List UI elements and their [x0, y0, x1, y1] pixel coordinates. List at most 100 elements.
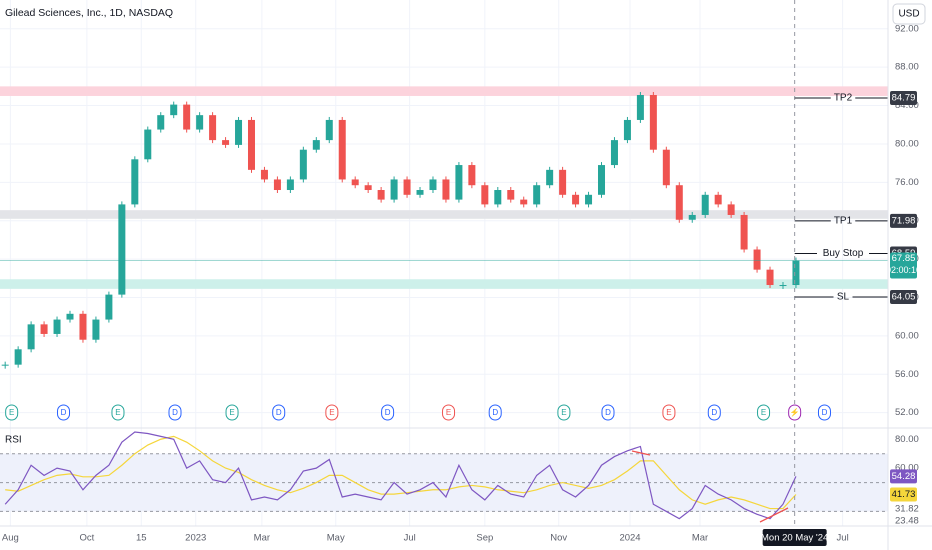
event-label: E [229, 408, 234, 417]
rsi-last: 41.73 [892, 489, 916, 500]
event-marker[interactable] [662, 404, 676, 421]
candle [403, 179, 411, 195]
candle [701, 194, 709, 215]
x-tick-label: 2024 [619, 533, 640, 544]
candle [572, 194, 580, 205]
countdown: 02:00:10 [886, 265, 921, 275]
event-label: D [605, 408, 611, 417]
rsi-badge [890, 469, 917, 484]
candle [585, 194, 593, 205]
candle [675, 185, 683, 220]
event-marker[interactable] [557, 404, 571, 421]
rsi-ma-line [5, 435, 797, 510]
candle [727, 204, 735, 215]
event-marker[interactable] [168, 404, 182, 421]
zone [0, 210, 888, 219]
y-tick-label: 80.00 [895, 138, 919, 149]
x-tick-label: May [327, 533, 345, 544]
level-badge [890, 90, 917, 105]
y-tick-label: 76.00 [895, 177, 919, 188]
event-marker[interactable] [225, 404, 239, 421]
rsi-tick-label: 80.00 [895, 434, 919, 445]
candle [299, 149, 307, 180]
rsi-last: 54.28 [892, 471, 916, 482]
candle [338, 119, 346, 180]
x-tick-label: 15 [136, 533, 147, 544]
level-name: TP2 [834, 93, 853, 104]
event-marker[interactable] [442, 404, 456, 421]
candle [610, 140, 618, 166]
y-tick-label: 56.00 [895, 369, 919, 380]
candle [247, 119, 255, 170]
candle [40, 324, 48, 334]
event-marker[interactable] [788, 404, 802, 421]
event-label: D [385, 408, 391, 417]
candle [520, 199, 528, 205]
event-label: D [492, 408, 498, 417]
rsi-title: RSI [5, 435, 22, 446]
x-tick-label: Mar [254, 533, 270, 544]
candle [53, 319, 61, 334]
x-tick-label: Jul [837, 533, 849, 544]
event-marker[interactable] [817, 404, 831, 421]
candle [662, 149, 670, 186]
candle [429, 179, 437, 191]
y-tick-label: 92.00 [895, 23, 919, 34]
event-marker[interactable] [381, 404, 395, 421]
level-value: 71.98 [892, 215, 916, 226]
event-marker[interactable] [5, 404, 19, 421]
event-label: E [9, 408, 14, 417]
event-label: D [61, 408, 67, 417]
x-tick-label: Mar [692, 533, 708, 544]
candle [481, 185, 489, 205]
candle [494, 190, 502, 205]
event-marker[interactable] [57, 404, 71, 421]
candle [1, 364, 9, 366]
candle [196, 115, 204, 130]
candle [559, 169, 567, 195]
event-marker[interactable] [325, 404, 339, 421]
event-marker[interactable] [111, 404, 125, 421]
candle [468, 165, 476, 186]
candle [325, 119, 333, 141]
x-tick-label: Jul [404, 533, 416, 544]
event-label: D [172, 408, 178, 417]
last-price: 67.85 [892, 253, 916, 264]
rsi-badge [890, 487, 917, 502]
candle [286, 179, 294, 191]
x-tick-label: Sep [476, 533, 493, 544]
candle [377, 190, 385, 200]
event-marker[interactable] [601, 404, 615, 421]
candle [636, 95, 644, 120]
candle [66, 313, 74, 320]
event-label: E [761, 408, 766, 417]
event-label: D [711, 408, 717, 417]
candle [546, 169, 554, 186]
annotation [759, 507, 789, 523]
candle [27, 324, 35, 350]
candle [235, 119, 243, 145]
event-marker[interactable] [272, 404, 286, 421]
candle [455, 165, 463, 200]
level-name: TP1 [834, 216, 853, 227]
last-price-badge [890, 252, 917, 279]
candle [364, 185, 372, 191]
event-marker[interactable] [707, 404, 721, 421]
candle [507, 190, 515, 200]
candle [222, 140, 230, 145]
candle [92, 319, 100, 340]
event-label: E [561, 408, 566, 417]
event-marker[interactable] [488, 404, 502, 421]
event-label: D [822, 408, 828, 417]
event-marker[interactable] [757, 404, 771, 421]
candle [753, 249, 761, 270]
level-value: 64.05 [892, 292, 916, 303]
x-tick-label: 2023 [185, 533, 206, 544]
candle [14, 349, 22, 365]
candle [351, 179, 359, 186]
currency-button[interactable] [892, 3, 926, 25]
candle [598, 165, 606, 195]
candle [442, 179, 450, 200]
rsi-tick-label: 31.82 [895, 503, 919, 514]
